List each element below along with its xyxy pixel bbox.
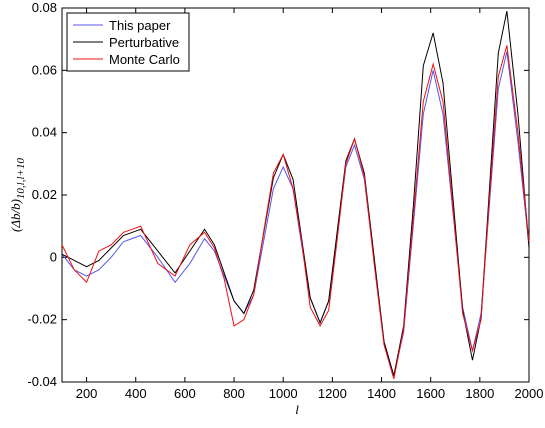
series-line — [61, 11, 530, 376]
y-tick-label: 0.08 — [32, 0, 57, 15]
legend-label: Monte Carlo — [109, 52, 180, 67]
x-tick-label: 800 — [223, 386, 245, 401]
series-line — [61, 51, 530, 376]
x-tick-label: 1400 — [367, 386, 396, 401]
legend-label: Perturbative — [109, 35, 179, 50]
y-tick-label: 0.06 — [32, 62, 57, 77]
series-line — [61, 45, 530, 380]
y-tick-label: 0.04 — [32, 125, 57, 140]
y-tick-label: -0.04 — [27, 374, 57, 389]
x-tick-label: 200 — [76, 386, 98, 401]
x-tick-label: 2000 — [515, 386, 544, 401]
x-tick-label: 400 — [125, 386, 147, 401]
y-tick-label: 0.02 — [32, 187, 57, 202]
x-tick-label: 1800 — [465, 386, 494, 401]
y-axis-label-sub: 10,l,l+10 — [15, 158, 27, 200]
y-tick-label: -0.02 — [27, 312, 57, 327]
x-tick-label: 600 — [174, 386, 196, 401]
legend-label: This paper — [109, 18, 171, 33]
y-axis-label: (Δb/b)10,l,l+10 — [8, 158, 27, 232]
x-axis-label: l — [295, 402, 299, 417]
x-tick-label: 1600 — [416, 386, 445, 401]
y-tick-label: 0 — [50, 249, 57, 264]
x-tick-label: 1000 — [269, 386, 298, 401]
x-tick-label: 1200 — [318, 386, 347, 401]
y-axis-label-main: (Δb/b) — [8, 199, 23, 232]
